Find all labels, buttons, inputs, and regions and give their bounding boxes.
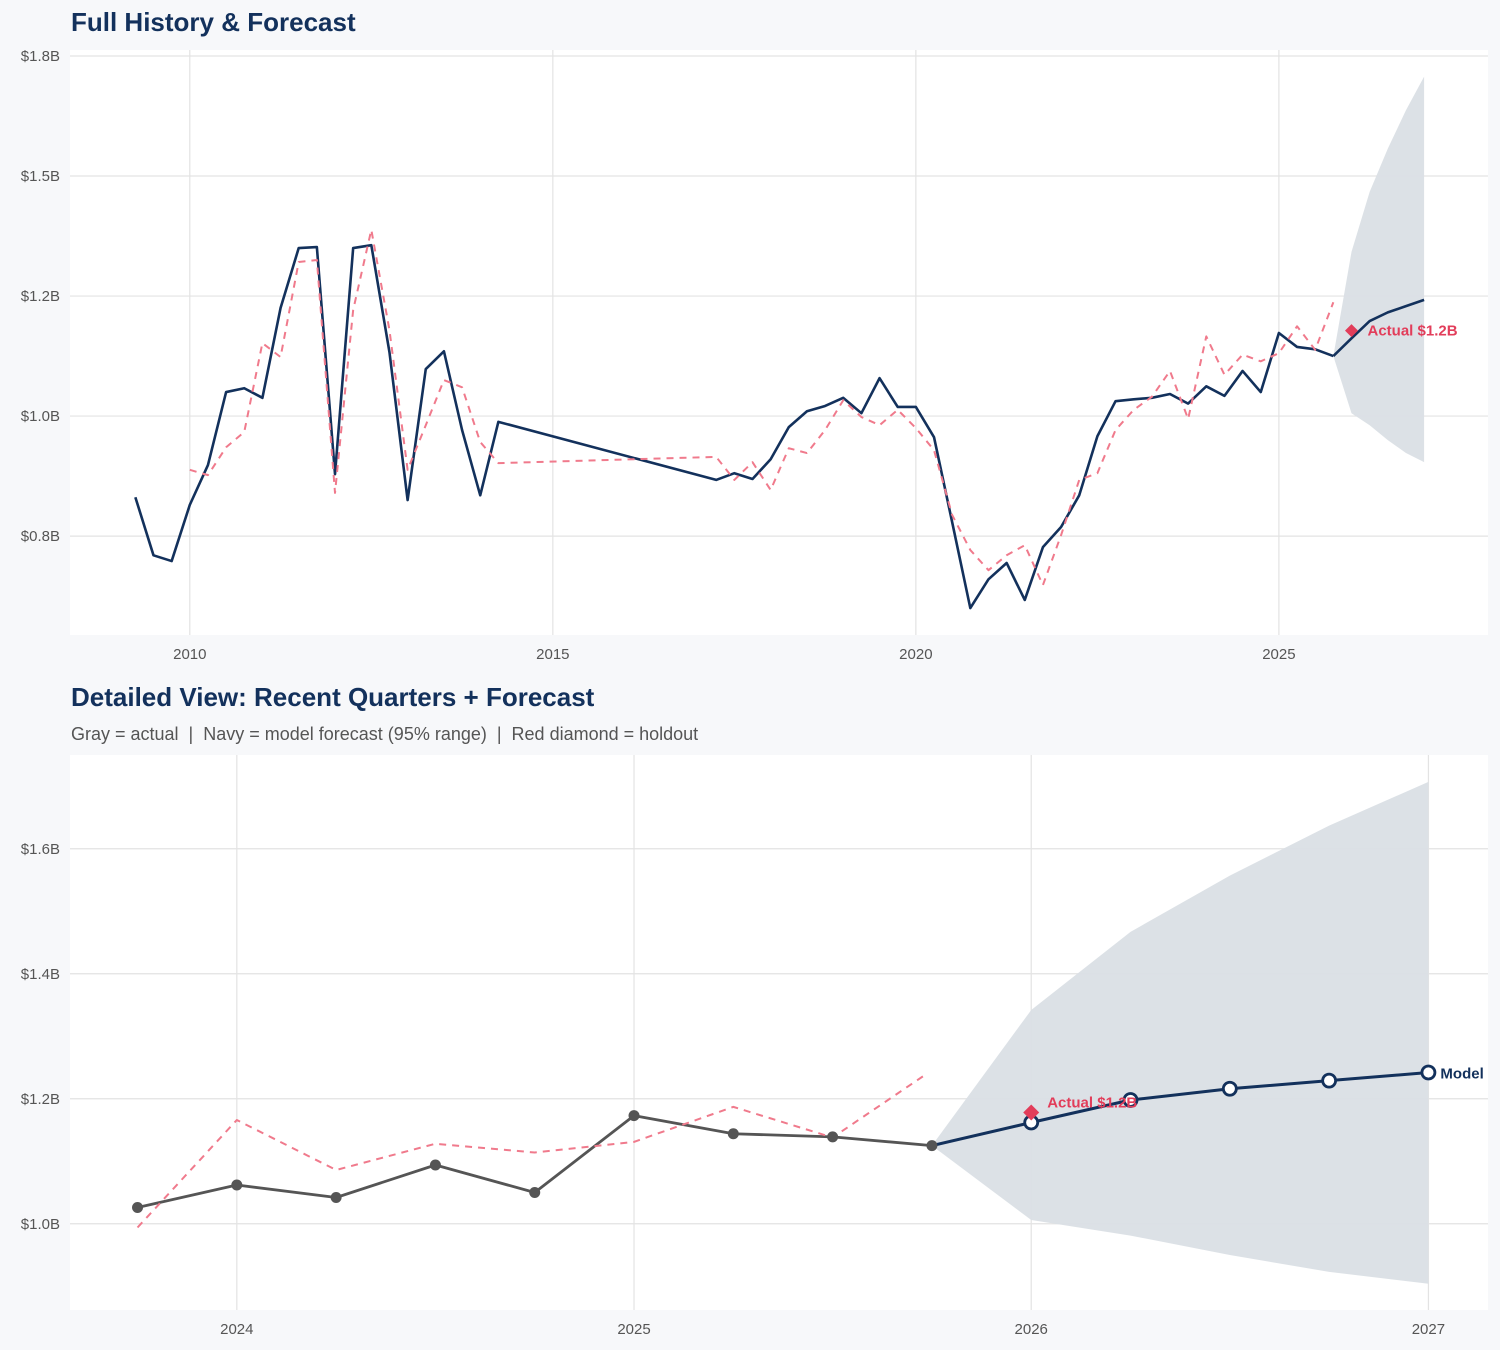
holdout-diamond [1023, 1104, 1040, 1121]
actual-point [132, 1202, 144, 1213]
actual-point [727, 1128, 739, 1140]
actual-point [429, 1159, 441, 1171]
forecast-point [1221, 1080, 1238, 1097]
x-tick-label: 2015 [536, 646, 569, 663]
bottom-chart: $1.0B $1.2B $1.4B $1.6B 2024 2025 2026 2027 Mode… [21, 755, 1488, 1338]
plot-panel [70, 50, 1488, 635]
bottom-chart-title: Detailed View: Recent Quarters + Forecas… [71, 682, 595, 712]
y-tick-label: $1.0B [21, 408, 60, 425]
x-tick-label: 2010 [173, 646, 206, 663]
y-tick-label: $1.8B [21, 48, 60, 65]
actual-line [134, 243, 1334, 610]
y-tick-label: $1.4B [21, 966, 60, 983]
forecast-band [1333, 76, 1425, 463]
x-tick-label: 2024 [220, 1321, 253, 1338]
model-label: Model [1440, 1066, 1483, 1083]
forecast-point [1420, 1064, 1437, 1081]
y-tick-label: $1.0B [21, 1216, 60, 1233]
actual-point [529, 1187, 541, 1198]
forecast-point [1122, 1092, 1139, 1108]
y-tick-label: $1.2B [21, 1091, 60, 1108]
x-tick-label: 2025 [1262, 646, 1295, 663]
y-tick-label: $1.6B [21, 841, 60, 858]
x-tick-label: 2025 [617, 1321, 650, 1338]
actual-point [231, 1179, 243, 1191]
forecast-band [931, 781, 1429, 1284]
actual-point [628, 1110, 640, 1122]
actual-point [330, 1192, 342, 1203]
holdout-diamond [1345, 324, 1359, 338]
forecast-line [931, 1071, 1429, 1148]
forecast-line [1332, 298, 1425, 357]
top-chart: $0.8B $1.0B $1.2B $1.5B $1.8B 2010 2015 2020 202… [21, 48, 1488, 663]
x-tick-label: 2026 [1015, 1321, 1048, 1338]
bottom-chart-subtitle: Gray = actual | Navy = model forecast (9… [71, 724, 698, 744]
actual-point [926, 1140, 938, 1152]
x-tick-label: 2027 [1412, 1321, 1445, 1338]
y-tick-label: $1.2B [21, 288, 60, 305]
y-tick-label: $1.5B [21, 168, 60, 185]
fitted-line [189, 228, 1335, 587]
top-chart-title: Full History & Forecast [71, 7, 356, 37]
holdout-label: Actual $1.2B [1368, 323, 1458, 340]
forecast-point [1321, 1072, 1338, 1089]
actual-point [827, 1131, 839, 1143]
y-tick-label: $0.8B [21, 528, 60, 545]
fitted-line [136, 1074, 925, 1229]
x-tick-label: 2020 [899, 646, 932, 663]
holdout-label: Actual $1.2B [1047, 1095, 1137, 1112]
